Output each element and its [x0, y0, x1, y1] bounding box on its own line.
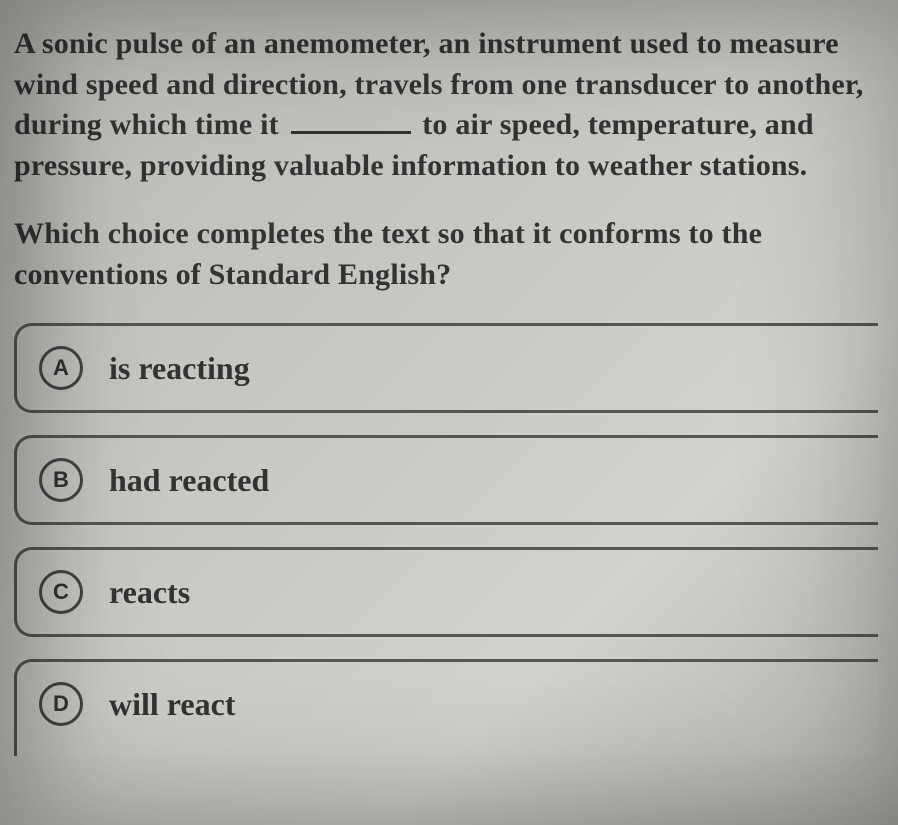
choice-text: will react: [109, 686, 235, 723]
choice-letter: A: [53, 355, 69, 381]
choice-c[interactable]: C reacts: [14, 547, 878, 637]
choice-letter: C: [53, 579, 69, 605]
choice-a[interactable]: A is reacting: [14, 323, 878, 413]
question-prompt: Which choice completes the text so that …: [14, 214, 878, 295]
choice-letter-circle: C: [39, 570, 83, 614]
choice-letter: D: [53, 691, 69, 717]
fill-blank: [291, 131, 411, 134]
choice-d[interactable]: D will react: [14, 659, 878, 756]
choice-letter: B: [53, 467, 69, 493]
choice-b[interactable]: B had reacted: [14, 435, 878, 525]
question-passage: A sonic pulse of an anemometer, an instr…: [14, 24, 878, 186]
choice-letter-circle: A: [39, 346, 83, 390]
choice-text: had reacted: [109, 462, 269, 499]
choice-text: reacts: [109, 574, 190, 611]
answer-choices: A is reacting B had reacted C reacts D w…: [14, 323, 878, 756]
choice-text: is reacting: [109, 350, 250, 387]
choice-letter-circle: D: [39, 682, 83, 726]
choice-letter-circle: B: [39, 458, 83, 502]
